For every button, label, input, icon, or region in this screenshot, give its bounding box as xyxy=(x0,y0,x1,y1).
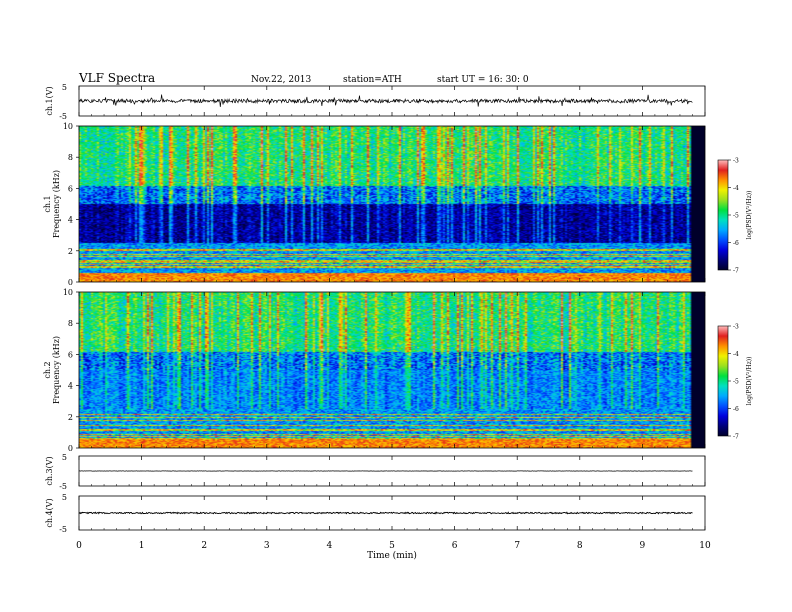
ch1-waveform-ylabel: ch.1(V) xyxy=(45,86,54,115)
colorbar-tick-label: -7 xyxy=(733,434,739,441)
ch2-spectrogram-image xyxy=(79,292,705,448)
ch4-ytick-top: 5 xyxy=(62,493,67,502)
ch3-waveform-ylabel: ch.3(V) xyxy=(45,456,54,485)
time-tick-label: 4 xyxy=(327,541,333,551)
ch1-colorbar-label: log(PSD(V²/Hz)) xyxy=(746,191,753,240)
colorbar-tick-label: -3 xyxy=(733,324,739,331)
frequency-ytick-label: 2 xyxy=(68,247,73,256)
frequency-ytick-label: 2 xyxy=(68,413,73,422)
figure-title: VLF Spectra xyxy=(78,71,155,85)
frequency-ytick-label: 4 xyxy=(68,216,73,225)
time-tick-label: 6 xyxy=(452,541,458,551)
ch1-waveform-trace xyxy=(78,94,693,107)
date-label: Nov.22, 2013 xyxy=(251,75,312,85)
colorbar-tick-label: -6 xyxy=(733,240,739,247)
frequency-ytick-label: 6 xyxy=(68,184,73,193)
time-axis-tick-labels: 0 1 2 3 4 5 6 7 8 9 10 xyxy=(76,541,711,551)
time-tick-label: 7 xyxy=(514,541,520,551)
time-tick-label: 8 xyxy=(577,541,583,551)
time-tick-label: 0 xyxy=(76,541,82,551)
ch4-waveform-panel: 5 -5 ch.4(V) xyxy=(45,493,706,534)
frequency-ytick-label: 10 xyxy=(63,122,73,131)
ch2-colorbar-label: log(PSD(V²/Hz)) xyxy=(746,357,753,406)
frequency-ytick-label: 10 xyxy=(63,288,73,297)
time-tick-label: 9 xyxy=(640,541,646,551)
ch1-spectrogram-yticks: 0 2 4 6 8 10 xyxy=(63,122,79,287)
start-time-label: start UT = 16: 30: 0 xyxy=(437,75,529,85)
ch1-ytick-top: 5 xyxy=(62,83,67,92)
time-tick-label: 3 xyxy=(264,541,270,551)
frequency-ytick-label: 4 xyxy=(68,382,73,391)
time-tick-label: 10 xyxy=(699,541,711,551)
frequency-ytick-label: 8 xyxy=(68,153,73,162)
ch1-waveform-panel: 5 -5 ch.1(V) xyxy=(45,83,706,121)
ch2-frequency-ylabel: Frequency (kHz) xyxy=(52,336,61,404)
ch1-colorbar xyxy=(717,159,729,271)
time-axis-ticks xyxy=(78,86,706,530)
time-tick-label: 5 xyxy=(389,541,395,551)
ch4-ytick-bottom: -5 xyxy=(59,525,67,534)
frequency-ytick-label: 0 xyxy=(68,444,73,453)
frequency-ytick-label: 6 xyxy=(68,350,73,359)
ch1-spectrogram-image xyxy=(79,126,705,282)
ch1-frequency-ylabel: Frequency (kHz) xyxy=(52,170,61,238)
colorbar-tick-label: -7 xyxy=(733,268,739,275)
time-tick-label: 2 xyxy=(201,541,207,551)
colorbar-tick-label: -5 xyxy=(733,213,739,220)
ch1-spectrogram-channel-label: ch.1 xyxy=(43,195,52,212)
frequency-ytick-label: 0 xyxy=(68,278,73,287)
time-axis-label: Time (min) xyxy=(367,550,417,561)
frequency-ytick-label: 8 xyxy=(68,319,73,328)
colorbar-tick-label: -6 xyxy=(733,406,739,413)
ch3-ytick-bottom: -5 xyxy=(59,482,67,491)
colorbar-tick-label: -4 xyxy=(733,185,739,192)
ch3-ytick-top: 5 xyxy=(62,453,67,462)
ch1-ytick-bottom: -5 xyxy=(59,112,67,121)
ch3-waveform-panel: 5 -5 ch.3(V) xyxy=(45,453,706,491)
time-tick-label: 1 xyxy=(139,541,145,551)
ch2-spectrogram-channel-label: ch.2 xyxy=(43,361,52,378)
colorbar-tick-label: -3 xyxy=(733,158,739,165)
ch2-spectrogram-yticks: 0 2 4 6 8 10 xyxy=(63,288,79,453)
station-label: station=ATH xyxy=(343,75,402,85)
ch1-colorbar-ticks: -3 -4 -5 -6 -7 xyxy=(728,158,739,275)
ch2-colorbar-ticks: -3 -4 -5 -6 -7 xyxy=(728,324,739,441)
ch2-colorbar xyxy=(717,325,729,437)
ch4-waveform-ylabel: ch.4(V) xyxy=(45,498,54,527)
ch4-waveform-trace xyxy=(78,511,693,515)
colorbar-tick-label: -5 xyxy=(733,379,739,386)
colorbar-tick-label: -4 xyxy=(733,351,739,358)
